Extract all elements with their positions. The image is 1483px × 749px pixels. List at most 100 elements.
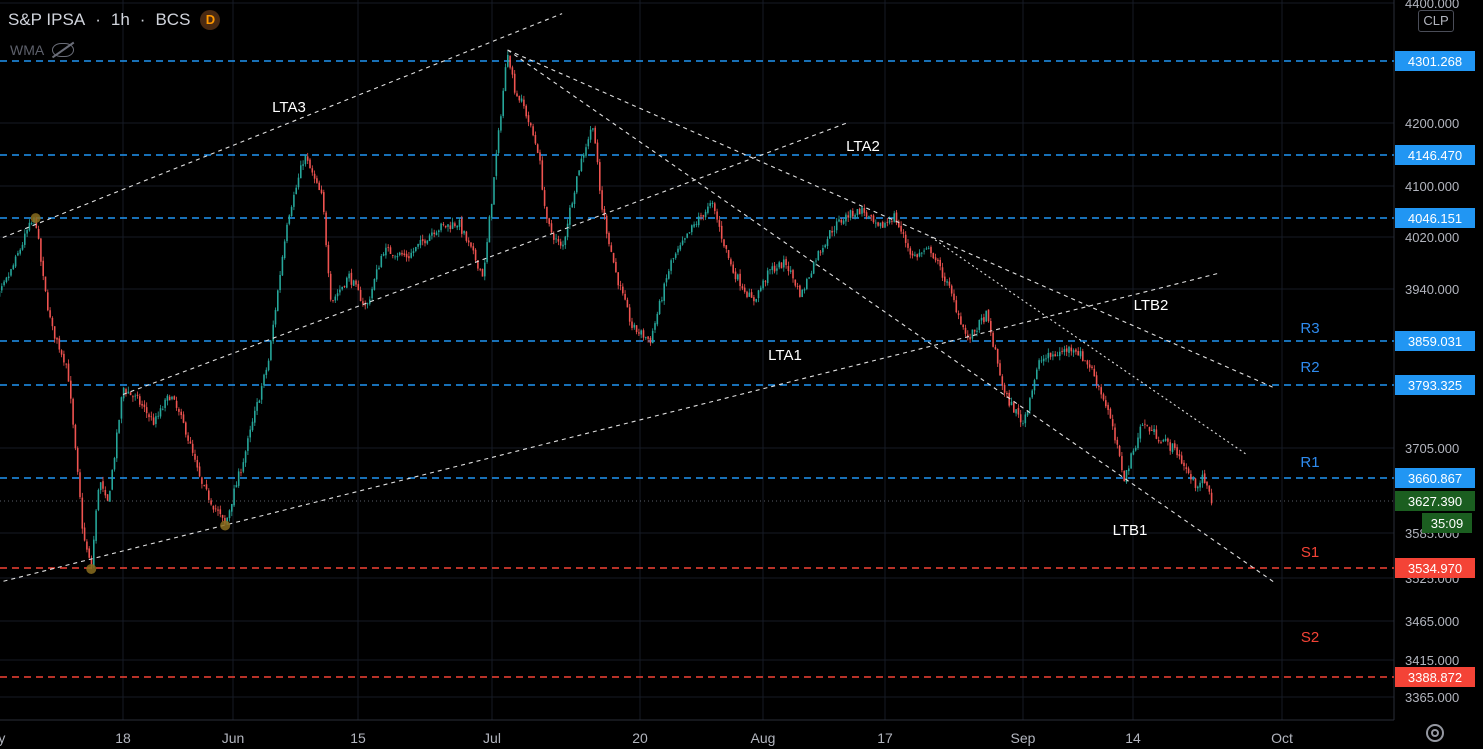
- price-tick-label: 4100.000: [1405, 179, 1459, 194]
- candle-body: [806, 278, 808, 289]
- candle-body: [684, 238, 686, 240]
- candle-body: [329, 273, 332, 300]
- trendline: [930, 236, 1248, 456]
- candle-body: [787, 266, 790, 272]
- candle-body: [348, 273, 350, 279]
- candle-body: [3, 281, 5, 286]
- symbol-name[interactable]: S&P IPSA: [8, 10, 86, 29]
- candle-body: [185, 422, 187, 435]
- eye-hidden-icon[interactable]: [52, 43, 75, 57]
- candle-body: [249, 429, 251, 438]
- time-tick-label: 14: [1125, 730, 1141, 746]
- candle-body: [116, 432, 118, 459]
- candle-body: [898, 221, 900, 228]
- candle-body: [21, 244, 24, 250]
- candle-body: [868, 215, 870, 217]
- candle-body: [877, 222, 879, 226]
- candle-body: [955, 300, 958, 313]
- price-tick-label: 3415.000: [1405, 653, 1459, 668]
- candle-body: [258, 400, 261, 403]
- candle-body: [1098, 385, 1100, 387]
- candle-body: [343, 285, 346, 287]
- indicator-name[interactable]: WMA: [10, 42, 45, 58]
- candle-body: [858, 208, 861, 215]
- dot-sep: ·: [139, 10, 146, 29]
- candle-body: [635, 325, 638, 333]
- candle-body: [1151, 430, 1153, 431]
- candle-body: [139, 396, 141, 405]
- candle-body: [394, 256, 396, 258]
- symbol-header[interactable]: S&P IPSA · 1h · BCS D: [8, 10, 221, 30]
- candle-body: [0, 286, 3, 291]
- candle-body: [297, 177, 300, 188]
- candle-body: [1169, 442, 1171, 451]
- candle-body: [67, 363, 70, 382]
- candle-body: [283, 241, 286, 259]
- trendline-label: LTA2: [846, 138, 880, 155]
- candle-body: [516, 93, 518, 97]
- candle-body: [504, 67, 507, 92]
- candle-body: [909, 248, 912, 255]
- candle-body: [419, 240, 422, 246]
- candle-body: [387, 247, 389, 249]
- trendline-label: LTB1: [1113, 522, 1148, 539]
- candle-body: [845, 214, 847, 222]
- indicator-legend[interactable]: WMA: [10, 42, 75, 58]
- candle-body: [309, 159, 311, 169]
- candle-body: [1121, 456, 1123, 471]
- candle-body: [1187, 468, 1190, 474]
- candle-body: [70, 380, 72, 399]
- candle-body: [748, 292, 751, 297]
- candle-body: [520, 98, 523, 102]
- candle-body: [826, 239, 829, 247]
- candle-body: [582, 154, 585, 158]
- candle-body: [737, 274, 739, 280]
- price-level-tag-label: 3534.970: [1408, 561, 1462, 576]
- candle-body: [83, 527, 86, 541]
- candle-body: [711, 202, 714, 205]
- delayed-badge[interactable]: D: [200, 10, 221, 30]
- candle-body: [265, 369, 268, 375]
- candle-body: [99, 482, 102, 491]
- gear-icon[interactable]: [1426, 724, 1444, 742]
- candle-body: [113, 458, 116, 470]
- price-level-tag-label: 4046.151: [1408, 211, 1462, 226]
- candle-body: [159, 408, 162, 417]
- candle-body: [594, 127, 596, 144]
- candle-body: [714, 203, 716, 211]
- candle-body: [1118, 445, 1121, 456]
- candle-body: [396, 256, 399, 258]
- candle-body: [350, 272, 353, 285]
- candle-body: [923, 250, 925, 252]
- candle-body: [569, 207, 571, 225]
- candle-body: [642, 330, 645, 338]
- candle-body: [327, 245, 330, 274]
- candle-body: [58, 338, 61, 350]
- candle-body: [716, 211, 718, 220]
- candle-body: [440, 223, 442, 231]
- time-tick-label: 17: [877, 730, 893, 746]
- candle-body: [1063, 349, 1066, 353]
- candle-body: [447, 224, 449, 227]
- candle-body: [1107, 404, 1109, 411]
- candle-body: [336, 293, 339, 297]
- candle-body: [1185, 467, 1188, 469]
- candle-body: [789, 270, 792, 272]
- candle-body: [812, 262, 815, 274]
- candle-body: [983, 317, 985, 323]
- currency-label[interactable]: CLP: [1418, 10, 1454, 32]
- time-tick-label: ay: [0, 730, 5, 746]
- candle-body: [242, 462, 245, 472]
- candle-body: [152, 417, 155, 425]
- candle-body: [608, 233, 610, 245]
- candle-body: [654, 323, 656, 330]
- candle-body: [1194, 478, 1197, 488]
- interval-label[interactable]: 1h: [110, 10, 130, 29]
- candle-body: [677, 248, 679, 253]
- candle-body: [352, 280, 355, 286]
- candle-body: [902, 232, 905, 234]
- candle-body: [769, 269, 771, 271]
- candle-body: [93, 539, 95, 567]
